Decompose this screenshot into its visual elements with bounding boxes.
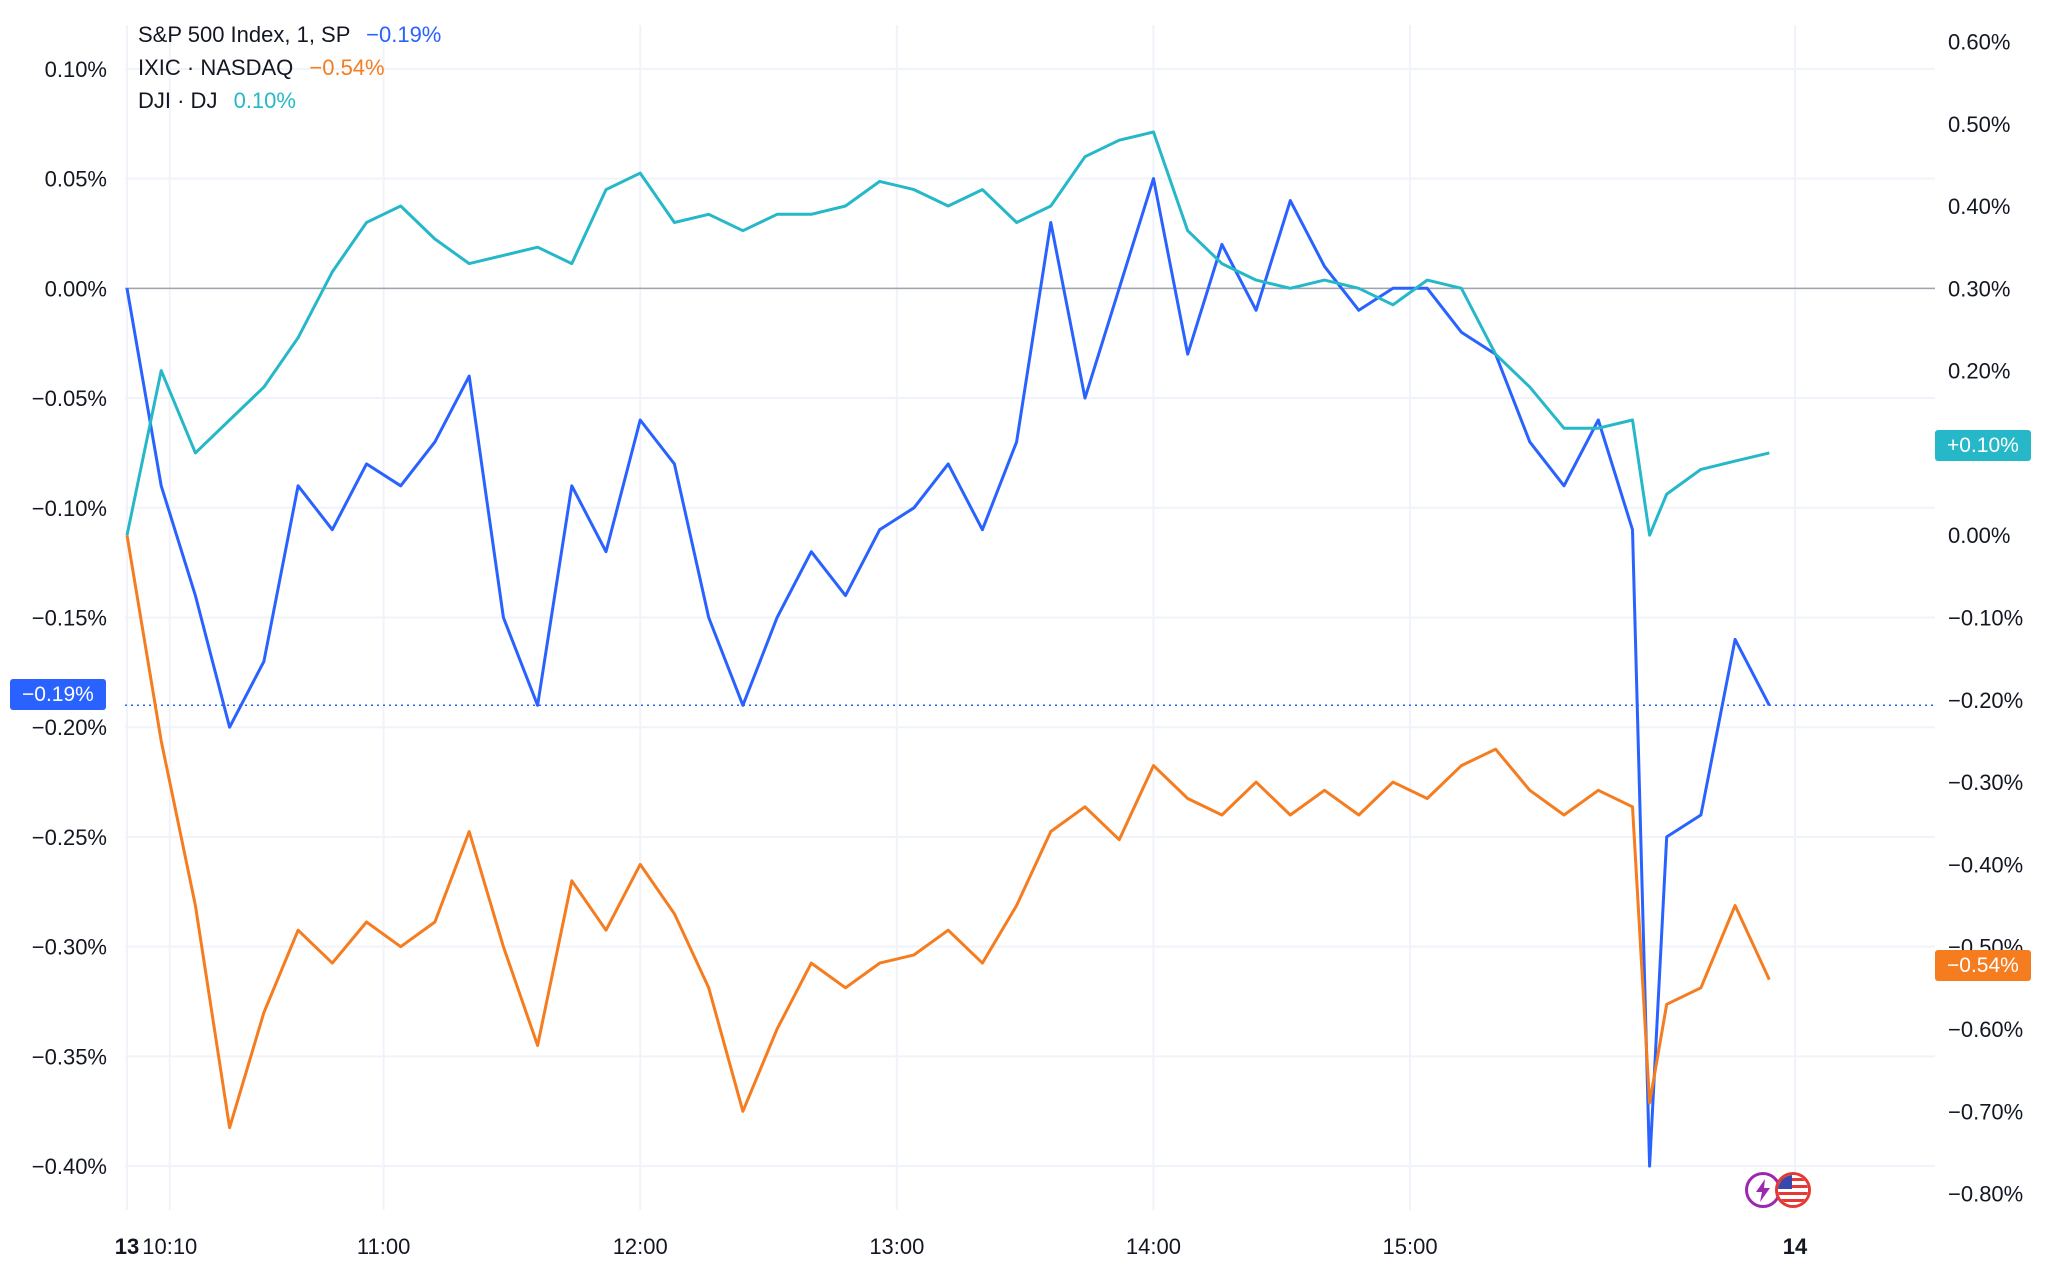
x-axis-tick-label: 10:10 (142, 1234, 197, 1259)
legend-name-nasdaq: IXIC · NASDAQ (138, 55, 294, 80)
nasdaq-last-value-badge: −0.54% (1935, 950, 2031, 981)
x-axis-tick-label: 11:00 (357, 1234, 410, 1259)
right-axis-tick-label: −0.60% (1948, 1017, 2023, 1042)
legend-item-dji[interactable]: DJI · DJ 0.10% (138, 84, 441, 117)
right-axis-tick-label: 0.30% (1948, 276, 2010, 301)
left-axis-tick-label: −0.10% (32, 496, 107, 521)
left-axis-tick-label: −0.35% (32, 1044, 107, 1069)
right-axis-tick-label: −0.30% (1948, 770, 2023, 795)
right-axis-tick-label: 0.20% (1948, 359, 2010, 384)
legend-item-sp500[interactable]: S&P 500 Index, 1, SP −0.19% (138, 18, 441, 51)
legend-name-dji: DJI · DJ (138, 88, 218, 113)
right-axis-tick-label: 0.40% (1948, 194, 2010, 219)
series-line-2[interactable] (125, 130, 1770, 537)
left-axis-tick-label: −0.05% (32, 386, 107, 411)
right-axis-tick-label: −0.70% (1948, 1099, 2023, 1124)
right-axis-tick-label: 0.50% (1948, 112, 2010, 137)
left-axis-tick-label: 0.00% (45, 276, 107, 301)
left-axis-tick-label: 0.05% (45, 167, 107, 192)
x-axis-tick-label: 14 (1783, 1234, 1808, 1259)
series-line-0[interactable] (125, 177, 1771, 1168)
legend-item-nasdaq[interactable]: IXIC · NASDAQ −0.54% (138, 51, 441, 84)
legend-name-sp500: S&P 500 Index, 1, SP (138, 22, 351, 47)
right-axis-tick-label: −0.40% (1948, 852, 2023, 877)
corner-icons (1745, 1172, 1817, 1212)
left-axis-tick-label: −0.20% (32, 715, 107, 740)
x-axis-tick-label: 15:00 (1383, 1234, 1438, 1259)
left-axis-tick-label: −0.15% (32, 606, 107, 631)
chart-legend: S&P 500 Index, 1, SP −0.19% IXIC · NASDA… (138, 18, 441, 117)
legend-value-nasdaq: −0.54% (309, 55, 385, 80)
left-axis-tick-label: −0.40% (32, 1154, 107, 1179)
x-axis-tick-label: 14:00 (1126, 1234, 1181, 1259)
right-axis-tick-label: 0.60% (1948, 29, 2010, 54)
x-axis-tick-label: 12:00 (613, 1234, 668, 1259)
x-axis-tick-label: 13:00 (869, 1234, 924, 1259)
us-flag-icon[interactable] (1775, 1172, 1811, 1208)
right-axis-tick-label: −0.80% (1948, 1182, 2023, 1207)
left-axis-tick-label: 0.10% (45, 57, 107, 82)
right-axis-tick-label: −0.20% (1948, 688, 2023, 713)
dji-last-value-badge: +0.10% (1935, 430, 2031, 461)
right-axis-tick-label: 0.00% (1948, 523, 2010, 548)
series-line-1[interactable] (125, 534, 1771, 1130)
legend-value-sp500: −0.19% (366, 22, 442, 47)
left-axis-tick-label: −0.25% (32, 825, 107, 850)
left-axis-tick-label: −0.30% (32, 935, 107, 960)
sp500-last-value-badge: −0.19% (10, 679, 106, 710)
x-axis-tick-label: 13 (115, 1234, 139, 1259)
right-axis-tick-label: −0.10% (1948, 606, 2023, 631)
legend-value-dji: 0.10% (233, 88, 296, 113)
